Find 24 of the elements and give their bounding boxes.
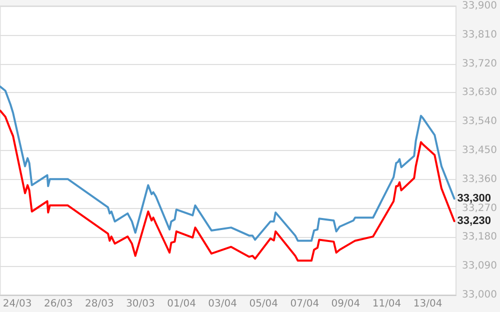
y-tick-label: 33,360: [462, 174, 498, 185]
x-tick-label: 05/04: [249, 298, 278, 310]
x-tick-label: 09/04: [331, 298, 360, 310]
x-tick-label: 11/04: [372, 298, 402, 310]
y-tick-label: 33,180: [462, 232, 498, 243]
x-tick-label: 28/03: [85, 298, 114, 310]
data-label: 33,300: [457, 192, 491, 205]
x-tick-label: 03/04: [208, 298, 237, 310]
y-tick-label: 33,630: [462, 87, 498, 98]
y-tick-label: 33,540: [462, 116, 498, 128]
x-tick-label: 13/04: [413, 298, 442, 310]
x-tick-label: 07/04: [290, 298, 320, 310]
y-tick-label: 33,270: [462, 202, 498, 214]
x-tick-label: 24/03: [2, 298, 32, 310]
x-tick-label: 30/03: [126, 298, 155, 310]
y-tick-label: 33,720: [462, 58, 498, 70]
x-tick-label: 26/03: [44, 298, 73, 310]
y-tick-label: 33,900: [462, 0, 498, 12]
data-label: 33,230: [457, 215, 491, 228]
x-tick-label: 01/04: [167, 298, 196, 310]
y-tick-label: 33,450: [462, 145, 498, 156]
y-tick-label: 33,000: [462, 290, 498, 300]
y-tick-label: 33,090: [462, 260, 498, 272]
y-tick-label: 33,810: [462, 29, 498, 40]
